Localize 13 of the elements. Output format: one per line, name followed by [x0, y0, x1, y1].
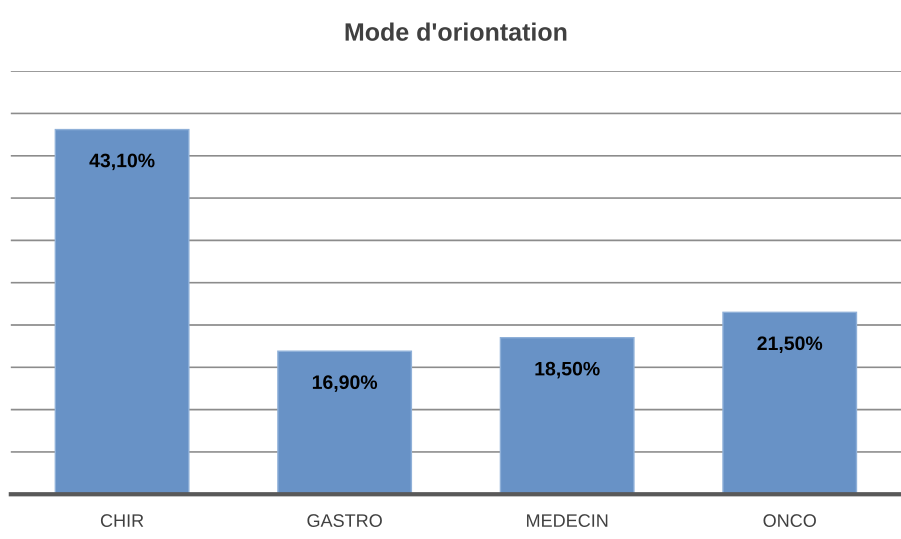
bar [54, 128, 190, 494]
bar [722, 312, 858, 494]
bar [500, 337, 635, 494]
x-tick-label: MEDECIN [527, 514, 608, 527]
data-label: 16,90% [312, 375, 378, 392]
data-label: 43,10% [89, 154, 155, 170]
data-label: 18,50% [535, 362, 600, 378]
x-tick-label: ONCO [764, 514, 816, 527]
bar [277, 350, 412, 494]
x-tick-label: GASTRO [307, 514, 382, 527]
x-tick-label: CHIR [100, 514, 144, 527]
chart-title: Mode d'oriontation [346, 22, 566, 41]
data-label: 21,50% [757, 336, 822, 353]
